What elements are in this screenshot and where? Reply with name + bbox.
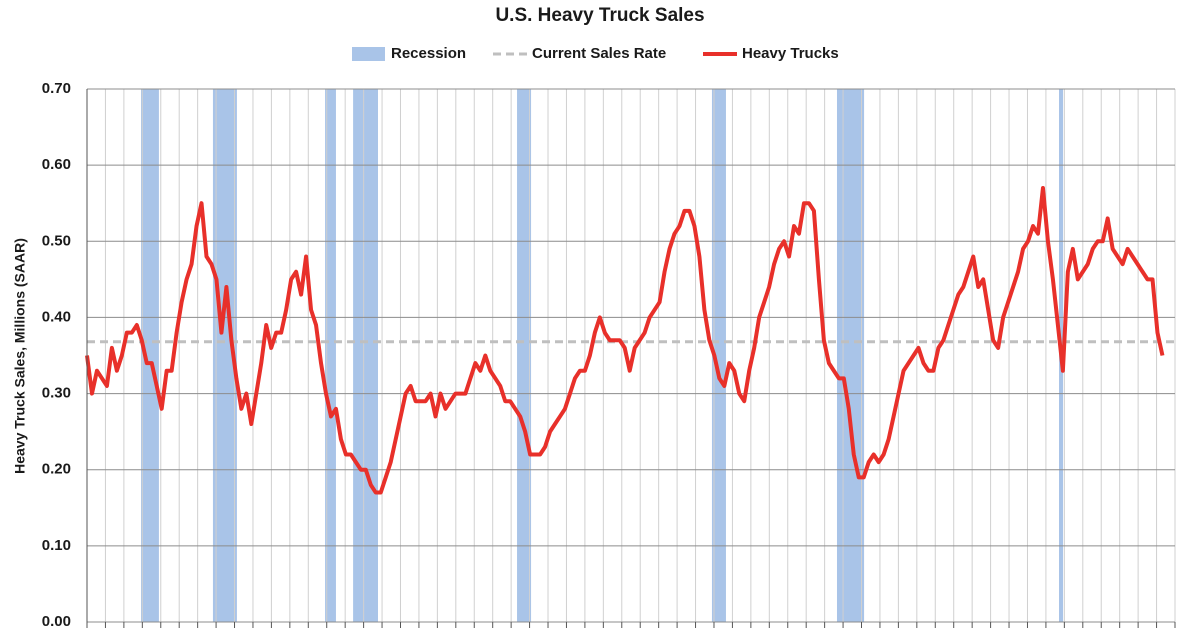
marks xyxy=(85,185,1175,495)
legend-label: Current Sales Rate xyxy=(532,45,666,62)
y-tick-label: 0.30 xyxy=(42,385,71,402)
y-tick-label: 0.10 xyxy=(42,537,71,554)
recession-band xyxy=(836,89,865,622)
legend-swatch xyxy=(352,47,385,61)
y-tick-label: 0.50 xyxy=(42,232,71,249)
recession-band xyxy=(325,89,336,622)
heavy-trucks-line xyxy=(85,185,1165,495)
recession-band xyxy=(353,89,378,622)
legend-label: Recession xyxy=(391,45,466,62)
y-tick-label: 0.40 xyxy=(42,308,71,325)
y-tick-label: 0.00 xyxy=(42,613,71,630)
recession-band xyxy=(711,89,726,622)
legend-label: Heavy Trucks xyxy=(742,45,839,62)
recession-band xyxy=(517,89,532,622)
y-tick-label: 0.60 xyxy=(42,156,71,173)
y-axis-label: Heavy Truck Sales, Millions (SAAR) xyxy=(12,238,28,474)
chart-title: U.S. Heavy Truck Sales xyxy=(495,5,704,26)
recession-band xyxy=(141,89,159,622)
axes: 0.00 0.10 0.20 0.30 0.40 0.50 0.60 0.70 xyxy=(42,80,1176,630)
recession-band xyxy=(212,89,237,622)
legend: Recession Current Sales Rate Heavy Trucks xyxy=(352,45,839,62)
recession-bands xyxy=(141,89,1064,622)
y-tick-label: 0.70 xyxy=(42,80,71,97)
grid xyxy=(86,88,1176,623)
y-tick-label: 0.20 xyxy=(42,461,71,478)
